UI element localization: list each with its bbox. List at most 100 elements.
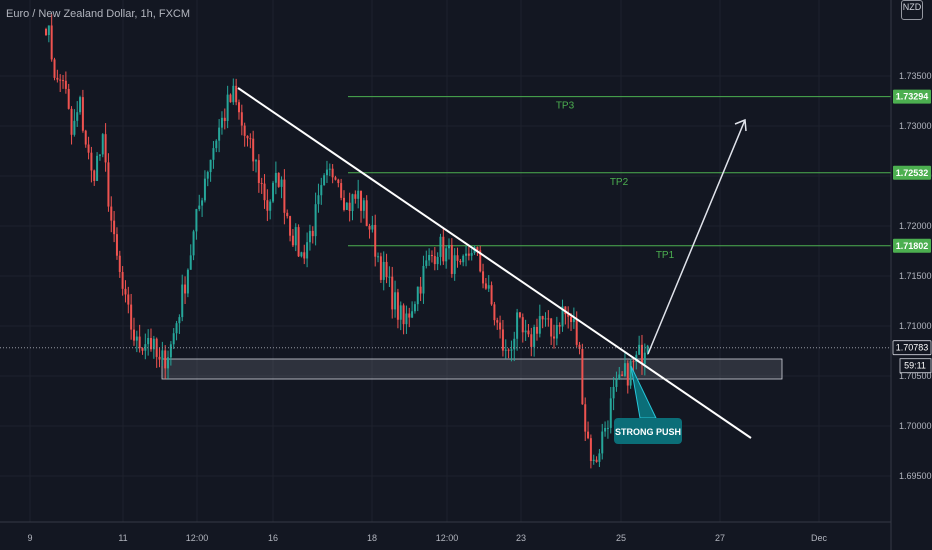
candle-body	[104, 134, 107, 163]
candle-body	[538, 316, 541, 334]
candle-body	[550, 318, 553, 337]
price-tick-label: 1.72000	[899, 221, 932, 231]
candle-body	[218, 127, 221, 141]
candle-body	[90, 152, 93, 171]
candle-body	[184, 284, 187, 294]
candle-body	[450, 244, 453, 274]
candle-body	[422, 265, 425, 294]
candle-body	[328, 168, 331, 170]
candle-body	[132, 329, 135, 341]
candle-body	[300, 252, 303, 257]
support-zone	[161, 358, 783, 380]
candle-body	[297, 227, 300, 257]
candle-body	[274, 172, 277, 183]
price-tick-label: 1.70500	[899, 371, 932, 381]
price-badges: 1.73294 1.72532 1.71802 1.70783 59:11	[892, 89, 932, 374]
target-price-badge: 1.71802	[893, 238, 931, 253]
candle-body	[638, 344, 641, 355]
candle-body	[201, 200, 204, 206]
candle-body	[587, 431, 590, 439]
candle-body	[189, 255, 192, 270]
candle-body	[306, 242, 309, 259]
projection-arrow[interactable]	[647, 118, 747, 355]
price-tick-label: 1.71500	[899, 271, 932, 281]
candle-body	[408, 313, 411, 318]
candle-body	[598, 453, 601, 462]
candle-body	[462, 255, 465, 263]
candle-body	[405, 313, 408, 325]
candle-body	[479, 250, 482, 272]
candle-body	[206, 172, 209, 179]
candle-body	[371, 224, 374, 230]
candle-body	[476, 247, 479, 251]
candle-body	[623, 363, 626, 376]
candle-body	[337, 179, 340, 184]
target-price-badge: 1.72532	[893, 165, 931, 180]
candle-body	[541, 316, 544, 320]
svg-text:1.73294: 1.73294	[896, 92, 929, 102]
candle-body	[246, 135, 249, 139]
candle-body	[96, 155, 99, 181]
candle-body	[79, 97, 82, 113]
candle-body	[203, 178, 206, 201]
candle-body	[626, 363, 629, 386]
strong-push-callout[interactable]: STRONG PUSH	[614, 365, 682, 444]
candle-body	[308, 230, 311, 243]
candle-body	[354, 194, 357, 199]
candle-body	[459, 260, 462, 263]
candle-body	[643, 352, 646, 364]
candle-body	[578, 344, 581, 349]
candle-body	[601, 431, 604, 454]
descending-trendline[interactable]	[237, 87, 752, 439]
candle-body	[524, 330, 527, 333]
candle-body	[220, 117, 223, 128]
candle-body	[325, 169, 328, 176]
candle-body	[178, 317, 181, 324]
svg-text:59:11: 59:11	[904, 361, 926, 371]
candle-body	[291, 235, 294, 246]
candle-body	[447, 244, 450, 249]
time-tick-label: 9	[27, 533, 32, 543]
price-axis[interactable]: 1.69500 1.70000 1.70500 1.71000 1.71500 1.720…	[890, 0, 932, 550]
candle-body	[311, 230, 314, 237]
time-axis[interactable]: 9 11 12:00 16 18 12:00 23 25 27 Dec	[0, 521, 891, 543]
candle-body	[345, 202, 348, 210]
currency-badge[interactable]: NZD	[901, 0, 923, 20]
candle-body	[70, 108, 73, 135]
price-tick-label: 1.70000	[899, 421, 932, 431]
candle-body	[76, 112, 79, 121]
candle-body	[84, 130, 87, 145]
candle-body	[289, 216, 292, 236]
candle-body	[570, 316, 573, 323]
candle-body	[609, 398, 612, 428]
candle-body	[465, 253, 468, 256]
time-tick-label: Dec	[811, 533, 828, 543]
candle-body	[445, 248, 448, 262]
candle-body	[235, 85, 238, 103]
candle-body	[334, 177, 337, 180]
candle-body	[439, 236, 442, 257]
candle-body	[360, 190, 363, 211]
candle-body	[589, 438, 592, 461]
candle-body	[175, 323, 178, 334]
svg-text:1.71802: 1.71802	[896, 241, 929, 251]
candle-body	[110, 206, 113, 221]
candle-body	[615, 379, 618, 387]
candle-body	[493, 304, 496, 321]
candle-body	[280, 179, 283, 187]
candle-body	[521, 317, 524, 333]
chart-title: Euro / New Zealand Dollar, 1h, FXCM	[6, 8, 191, 20]
price-tick-label: 1.73500	[899, 71, 932, 81]
target-price-badge: 1.73294	[893, 89, 931, 104]
candle-body	[351, 194, 354, 212]
time-tick-label: 18	[367, 533, 377, 543]
candle-body	[223, 117, 226, 121]
candle-body	[640, 344, 643, 364]
candle-body	[411, 311, 414, 318]
candle-body	[243, 125, 246, 136]
candle-body	[101, 134, 104, 155]
candle-body	[237, 102, 240, 113]
candle-body	[195, 209, 198, 232]
candle-body	[527, 330, 530, 335]
